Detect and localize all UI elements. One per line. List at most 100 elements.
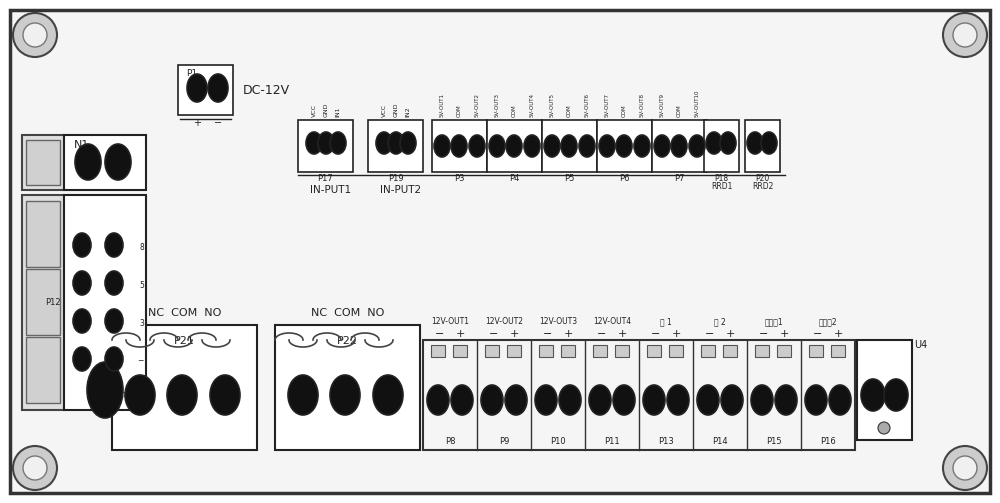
Ellipse shape <box>489 135 505 157</box>
Text: P20: P20 <box>755 174 770 183</box>
Text: COM: COM <box>622 105 626 117</box>
Text: P4: P4 <box>509 174 520 183</box>
Text: P5: P5 <box>564 174 575 183</box>
Text: 5V-OUT7: 5V-OUT7 <box>604 93 610 117</box>
Ellipse shape <box>689 135 705 157</box>
Ellipse shape <box>330 375 360 415</box>
Text: GND: GND <box>394 103 398 117</box>
Ellipse shape <box>400 132 416 154</box>
Text: 5V-OUT9: 5V-OUT9 <box>660 93 664 117</box>
Bar <box>423 340 855 450</box>
Text: +: + <box>193 118 201 128</box>
Ellipse shape <box>105 347 123 371</box>
Ellipse shape <box>524 135 540 157</box>
Bar <box>652 120 707 172</box>
Text: P6: P6 <box>619 174 630 183</box>
Text: 12V-OUT2: 12V-OUT2 <box>485 317 523 326</box>
Text: DC-12V: DC-12V <box>243 83 290 97</box>
Ellipse shape <box>643 385 665 415</box>
Text: P7: P7 <box>674 174 685 183</box>
Ellipse shape <box>861 379 885 411</box>
Text: 锁检测2: 锁检测2 <box>819 317 837 326</box>
Text: 5: 5 <box>139 281 144 290</box>
Bar <box>368 120 423 172</box>
Ellipse shape <box>706 132 722 154</box>
Bar <box>701 345 715 357</box>
Bar <box>64 135 146 190</box>
Bar <box>669 345 683 357</box>
Text: 锁检测1: 锁检测1 <box>765 317 783 326</box>
Text: 锁 2: 锁 2 <box>714 317 726 326</box>
Ellipse shape <box>105 144 131 180</box>
Text: VCC: VCC <box>382 104 386 117</box>
Text: P22: P22 <box>337 336 358 346</box>
Text: IN1: IN1 <box>336 107 340 117</box>
Ellipse shape <box>761 132 777 154</box>
Ellipse shape <box>751 385 773 415</box>
Ellipse shape <box>288 375 318 415</box>
Ellipse shape <box>167 375 197 415</box>
Text: 5V-OUT6: 5V-OUT6 <box>584 93 590 117</box>
Text: U4: U4 <box>914 340 927 350</box>
Text: −: − <box>705 329 714 339</box>
Text: −: − <box>543 329 552 339</box>
Text: IN-PUT2: IN-PUT2 <box>380 185 421 195</box>
Ellipse shape <box>720 132 736 154</box>
Text: 5V-OUT4: 5V-OUT4 <box>530 93 534 117</box>
Text: P10: P10 <box>550 438 566 447</box>
Ellipse shape <box>73 233 91 257</box>
Bar <box>26 201 60 267</box>
Ellipse shape <box>73 309 91 333</box>
Ellipse shape <box>884 379 908 411</box>
Ellipse shape <box>427 385 449 415</box>
Bar <box>485 345 499 357</box>
Text: −: − <box>597 329 606 339</box>
Ellipse shape <box>505 385 527 415</box>
Bar <box>809 345 823 357</box>
Ellipse shape <box>616 135 632 157</box>
Ellipse shape <box>671 135 687 157</box>
Text: P17: P17 <box>318 174 333 183</box>
Bar <box>745 120 780 172</box>
Circle shape <box>953 456 977 480</box>
Text: GND: GND <box>324 103 328 117</box>
Text: +: + <box>456 329 465 339</box>
Bar <box>26 337 60 403</box>
Ellipse shape <box>654 135 670 157</box>
Text: −: − <box>138 357 144 366</box>
Circle shape <box>23 456 47 480</box>
Bar <box>647 345 661 357</box>
Ellipse shape <box>376 132 392 154</box>
Text: −: − <box>489 329 498 339</box>
Ellipse shape <box>613 385 635 415</box>
Bar <box>453 345 467 357</box>
Ellipse shape <box>105 271 123 295</box>
Text: P3: P3 <box>454 174 465 183</box>
Text: RRD1: RRD1 <box>711 182 732 191</box>
Ellipse shape <box>451 135 467 157</box>
Bar <box>777 345 791 357</box>
Bar <box>178 65 233 115</box>
Bar <box>431 345 445 357</box>
Bar <box>112 325 257 450</box>
Bar <box>857 340 912 440</box>
Text: 5V-OUT8: 5V-OUT8 <box>640 93 644 117</box>
Text: 5V-OUT10: 5V-OUT10 <box>694 90 700 117</box>
Text: P16: P16 <box>820 438 836 447</box>
Text: −: − <box>214 118 222 128</box>
Ellipse shape <box>667 385 689 415</box>
Text: 12V-OUT4: 12V-OUT4 <box>593 317 631 326</box>
Text: −: − <box>435 329 444 339</box>
Bar <box>597 120 652 172</box>
Text: 5V-OUT5: 5V-OUT5 <box>550 93 554 117</box>
Circle shape <box>953 23 977 47</box>
Text: +: + <box>726 329 735 339</box>
Text: P9: P9 <box>499 438 509 447</box>
Text: RRD2: RRD2 <box>752 182 773 191</box>
Bar <box>831 345 845 357</box>
Bar <box>539 345 553 357</box>
Ellipse shape <box>434 135 450 157</box>
Bar <box>275 325 420 450</box>
Bar <box>22 195 64 410</box>
Ellipse shape <box>747 132 763 154</box>
